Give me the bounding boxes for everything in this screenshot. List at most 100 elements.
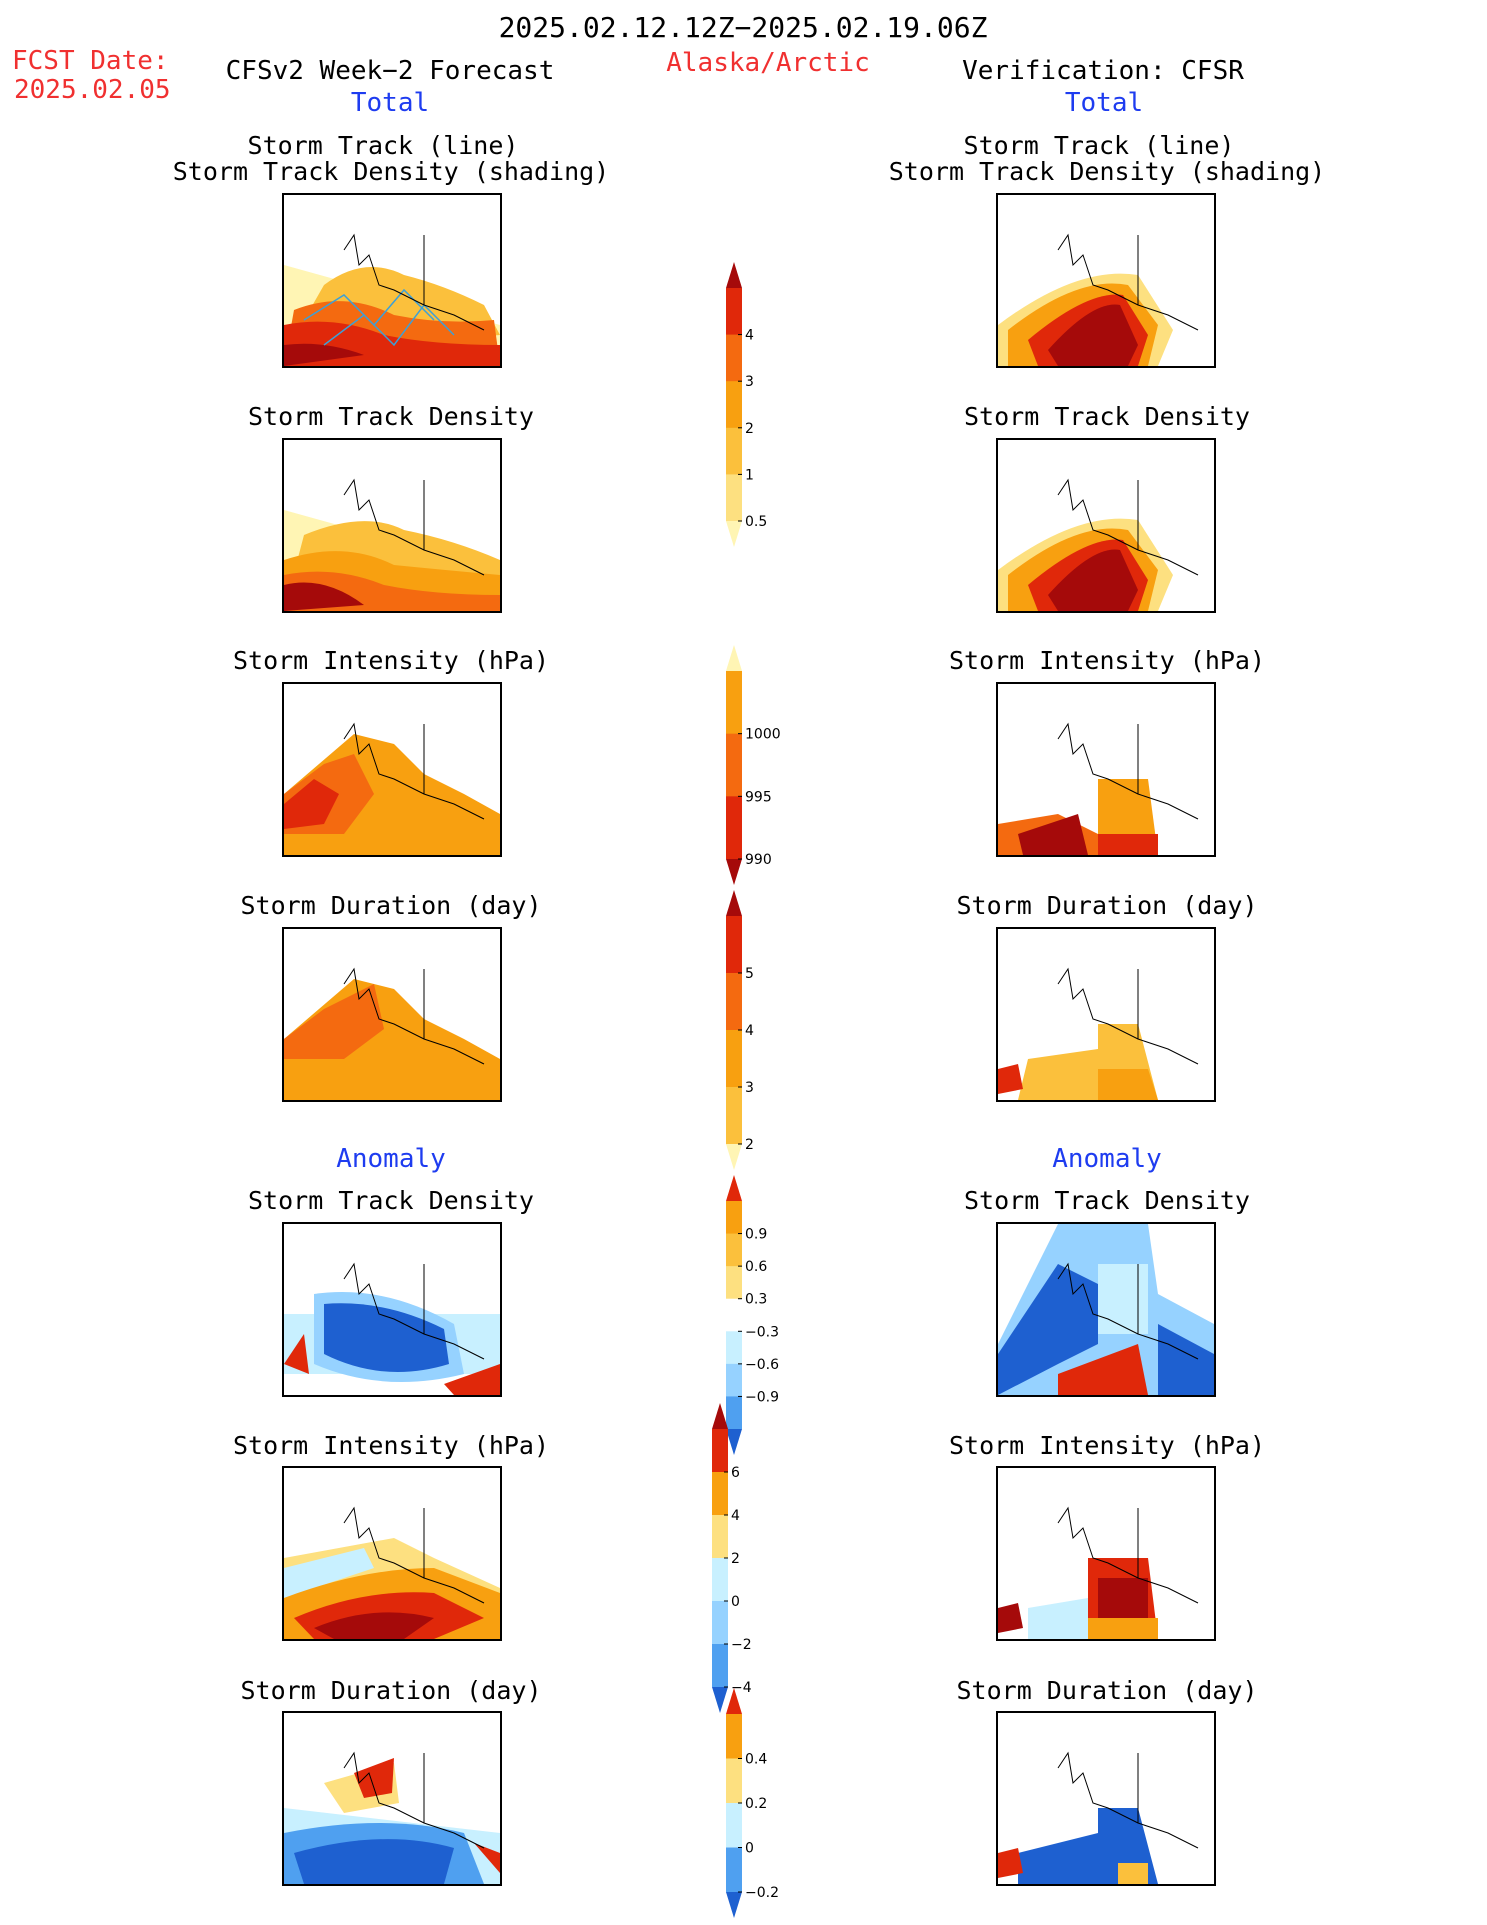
map-forecast-density-anomaly	[282, 1222, 502, 1397]
colorbar-tick-label: 5	[745, 966, 754, 982]
colorbar-swatch	[726, 288, 742, 336]
left-p1-title-b: Storm Track Density (shading)	[172, 157, 610, 186]
map-verification-density	[996, 438, 1216, 613]
colorbar-bottom-arrow	[712, 1687, 728, 1713]
map-verification-track	[996, 193, 1216, 368]
right-p7-title: Storm Duration (day)	[956, 1676, 1258, 1705]
map-forecast-duration	[282, 927, 502, 1102]
map-forecast-intensity	[282, 682, 502, 857]
left-anomaly-label: Anomaly	[336, 1144, 446, 1174]
left-p7-title: Storm Duration (day)	[240, 1676, 542, 1705]
map-forecast-density	[282, 438, 502, 613]
map-verification-intensity-anomaly	[996, 1466, 1216, 1641]
colorbar-swatch	[726, 334, 742, 382]
colorbar-swatch	[726, 1331, 742, 1365]
colorbar-top-arrow	[726, 645, 742, 671]
colorbar-swatch	[726, 427, 742, 475]
colorbar-swatch	[712, 1558, 728, 1602]
map-forecast-intensity-anomaly	[282, 1466, 502, 1641]
colorbar-tick-label: 990	[745, 852, 772, 868]
colorbar-swatch	[726, 796, 742, 860]
colorbar-anom-density: 0.9 0.6 0.3 −0.3 −0.6 −0.9	[726, 1175, 779, 1455]
colorbar-swatch	[712, 1429, 728, 1473]
left-p1-title-a: Storm Track (line)	[247, 131, 519, 160]
left-column-title: CFSv2 Week−2 Forecast	[225, 56, 555, 86]
colorbar-tick-label: 0.6	[745, 1259, 767, 1275]
right-p6-title: Storm Intensity (hPa)	[948, 1431, 1266, 1460]
colorbar-swatch	[726, 733, 742, 797]
colorbar-tick-label: 2	[745, 1137, 754, 1153]
right-p2-title: Storm Track Density	[964, 402, 1250, 431]
colorbar-tick-label: 1	[745, 467, 754, 483]
colorbar-top-arrow	[726, 1688, 742, 1714]
colorbar-bottom-arrow	[726, 1892, 742, 1918]
colorbar-tick-label: −0.6	[745, 1357, 779, 1373]
colorbar-tick-label: 4	[745, 328, 754, 344]
colorbar-top-arrow	[726, 262, 742, 288]
colorbar-swatch	[726, 1396, 742, 1430]
left-p3-title: Storm Intensity (hPa)	[232, 646, 550, 675]
region-title: Alaska/Arctic	[666, 48, 870, 78]
colorbar-swatch	[726, 381, 742, 429]
colorbar-tick-label: 2	[731, 1551, 740, 1567]
colorbar-swatch	[726, 1803, 742, 1848]
colorbar-tick-label: 4	[731, 1508, 740, 1524]
colorbar-swatch	[726, 1266, 742, 1300]
left-total-label: Total	[350, 88, 430, 118]
colorbar-swatch	[726, 1758, 742, 1804]
colorbar-tick-label: 4	[745, 1023, 754, 1039]
right-p1-title-a: Storm Track (line)	[963, 131, 1235, 160]
colorbar-swatch	[726, 1714, 742, 1759]
colorbar-swatch	[726, 474, 742, 522]
colorbar-tick-label: 0.3	[745, 1292, 767, 1308]
colorbar-tick-label: −0.9	[745, 1389, 779, 1405]
colorbar-swatch	[726, 1233, 742, 1267]
left-p6-title: Storm Intensity (hPa)	[232, 1431, 550, 1460]
colorbar-swatch	[726, 1087, 742, 1145]
colorbar-total-intensity: 1000995990985980	[726, 645, 781, 885]
right-p5-title: Storm Track Density	[964, 1186, 1250, 1215]
map-verification-duration	[996, 927, 1216, 1102]
right-total-label: Total	[1064, 88, 1144, 118]
colorbar-swatch	[726, 1363, 742, 1397]
right-p1-title-b: Storm Track Density (shading)	[888, 157, 1326, 186]
right-p3-title: Storm Intensity (hPa)	[948, 646, 1266, 675]
right-p4-title: Storm Duration (day)	[956, 891, 1258, 920]
colorbar-top-arrow	[726, 1175, 742, 1201]
colorbar-swatch	[726, 1030, 742, 1088]
colorbar-swatch	[726, 671, 742, 735]
colorbar-bottom-arrow	[726, 1144, 742, 1170]
map-verification-duration-anomaly	[996, 1711, 1216, 1886]
colorbar-tick-label: 6	[731, 1465, 740, 1481]
left-p4-title: Storm Duration (day)	[240, 891, 542, 920]
colorbar-tick-label: −4	[731, 1680, 752, 1696]
left-p5-title: Storm Track Density	[248, 1186, 534, 1215]
colorbar-swatch	[726, 1201, 742, 1235]
colorbar-swatch	[712, 1644, 728, 1688]
colorbar-swatch	[712, 1472, 728, 1516]
colorbar-tick-label: 0.4	[745, 1752, 767, 1768]
period-title: 2025.02.12.12Z−2025.02.19.06Z	[498, 11, 988, 44]
fcst-date-label: FCST Date:	[12, 46, 169, 76]
map-forecast-track	[282, 193, 502, 368]
colorbar-tick-label: 0	[731, 1594, 740, 1610]
fcst-date-value: 2025.02.05	[14, 75, 171, 105]
colorbar-top-arrow	[712, 1403, 728, 1429]
colorbar-tick-label: 1000	[745, 727, 781, 743]
colorbar-bottom-arrow	[726, 1429, 742, 1455]
colorbar-swatch	[712, 1601, 728, 1645]
map-verification-density-anomaly	[996, 1222, 1216, 1397]
colorbar-tick-label: −2	[731, 1637, 752, 1653]
colorbar-tick-label: 2	[745, 421, 754, 437]
colorbar-swatch	[726, 973, 742, 1031]
right-anomaly-label: Anomaly	[1052, 1144, 1162, 1174]
colorbar-tick-label: 0	[745, 1841, 754, 1857]
colorbar-anom-duration: 0.40.20−0.2−0.4	[726, 1688, 779, 1918]
colorbar-swatch	[726, 1847, 742, 1893]
colorbar-tick-label: 0.9	[745, 1227, 767, 1243]
map-forecast-duration-anomaly	[282, 1711, 502, 1886]
colorbar-total-duration: 543210	[726, 890, 754, 1170]
colorbar-swatch	[726, 916, 742, 974]
